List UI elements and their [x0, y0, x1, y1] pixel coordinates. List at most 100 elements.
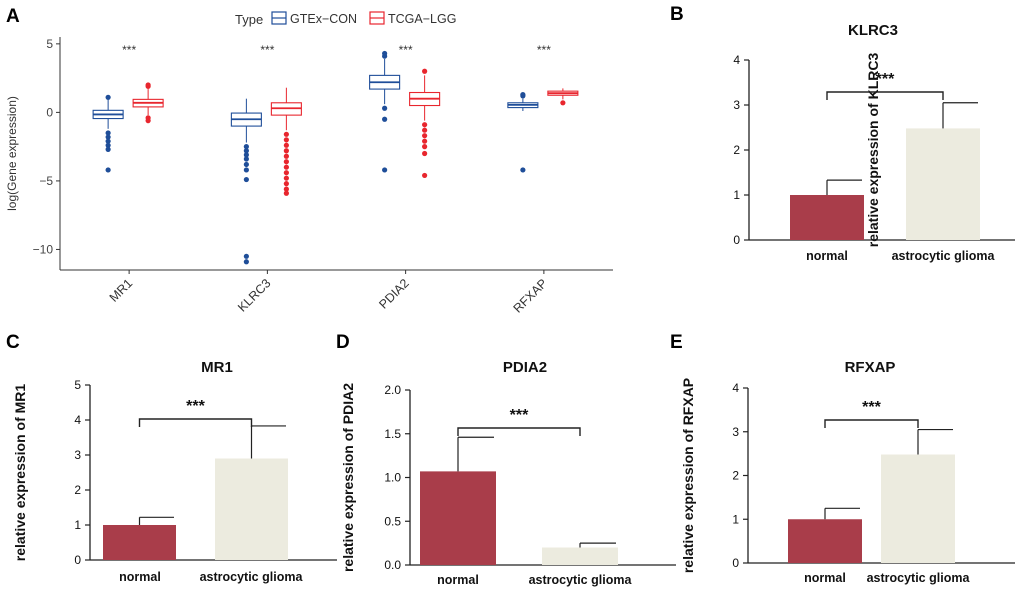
bar — [881, 454, 955, 563]
box-outlier-point — [105, 134, 111, 140]
panel-a-boxplot: 5 0 −5 −10 log(Gene expression) Type GTEx−CON T… — [5, 11, 613, 316]
x-tick-label: normal — [806, 249, 848, 263]
y-tick-label: 4 — [74, 413, 81, 427]
y-tick-label: 4 — [732, 381, 739, 395]
box-outlier-point — [283, 175, 289, 181]
legend-entry: TCGA−LGG — [388, 12, 456, 26]
significance-bracket — [457, 427, 581, 436]
y-tick-label: 0 — [733, 233, 740, 247]
box-outlier-point — [243, 253, 249, 259]
box-outlier-point — [283, 170, 289, 176]
panel-e-barchart: RFXAP relative expression of RFXAP 0 1 2 3 4 no… — [680, 359, 1015, 585]
bar — [788, 519, 862, 563]
box-outlier-point — [243, 152, 249, 158]
box-outlier-point — [243, 161, 249, 168]
x-tick-label: astrocytic glioma — [867, 571, 971, 585]
y-tick-label: 5 — [74, 378, 81, 392]
panel-label-d: D — [336, 332, 350, 353]
significance-stars: *** — [876, 71, 895, 88]
y-tick-label: 0.0 — [384, 558, 401, 572]
box-outlier-point — [283, 186, 289, 192]
significance-bracket — [824, 419, 919, 428]
y-tick-label: −5 — [39, 174, 53, 188]
y-tick-label: 1.0 — [384, 471, 401, 485]
y-tick-label: −10 — [33, 242, 54, 256]
box-outlier-point — [243, 148, 249, 154]
box-outlier-point — [382, 105, 388, 111]
box-outlier-point — [243, 176, 249, 183]
box-outlier-point — [283, 159, 289, 165]
significance-stars: *** — [122, 43, 136, 57]
x-tick-label: astrocytic glioma — [200, 570, 304, 584]
significance-stars: *** — [862, 399, 881, 416]
bar — [103, 525, 176, 560]
panel-label-b: B — [670, 4, 684, 25]
box-outlier-point — [283, 142, 289, 148]
x-tick-label: normal — [804, 571, 846, 585]
y-axis-label: relative expression of KLRC3 — [865, 53, 881, 248]
box-outlier-point — [243, 167, 249, 173]
significance-stars: *** — [260, 43, 274, 57]
y-tick-label: 1 — [74, 518, 81, 532]
chart-title: RFXAP — [845, 359, 896, 376]
box-outlier-point — [422, 68, 428, 74]
y-tick-label: 4 — [733, 53, 740, 67]
box-outlier-point — [382, 116, 388, 122]
bar — [542, 547, 618, 565]
box-outlier-point — [283, 131, 289, 137]
box-outlier-point — [422, 172, 428, 179]
box-outlier-point — [283, 190, 289, 196]
x-tick-label: normal — [437, 573, 479, 587]
box-outlier-point — [243, 259, 249, 265]
y-tick-label: 2 — [732, 469, 739, 483]
x-tick-label: PDIA2 — [376, 276, 411, 311]
y-tick-label: 3 — [733, 98, 740, 112]
significance-stars: *** — [186, 398, 205, 415]
box-outlier-point — [520, 91, 526, 98]
box-outlier-point — [422, 133, 428, 139]
box-outlier-point — [283, 181, 289, 187]
y-axis-label: log(Gene expression) — [5, 96, 19, 211]
box-outlier-point — [422, 138, 428, 144]
x-tick-label: KLRC3 — [235, 276, 273, 314]
y-axis-label: relative expression of PDIA2 — [340, 383, 356, 572]
y-tick-label: 3 — [74, 448, 81, 462]
box-outlier-point — [283, 153, 289, 159]
box-outlier-point — [283, 164, 289, 170]
y-tick-label: 2.0 — [384, 383, 401, 397]
y-tick-label: 2 — [733, 143, 740, 157]
y-axis-label: relative expression of RFXAP — [680, 378, 696, 573]
bar — [215, 458, 288, 560]
panel-b-barchart: KLRC3 relative expression of KLRC3 0 1 2 3 4 no… — [733, 22, 1015, 263]
box-outlier-point — [105, 167, 111, 173]
box-outlier-point — [243, 156, 249, 162]
box-outlier-point — [105, 146, 111, 152]
chart-title: PDIA2 — [503, 359, 547, 376]
y-tick-label: 0.5 — [384, 514, 401, 528]
legend-entry: GTEx−CON — [290, 12, 357, 26]
box-outlier-point — [560, 100, 566, 106]
box-outlier-point — [283, 137, 289, 143]
chart-title: MR1 — [201, 359, 233, 376]
box-outlier-point — [243, 144, 249, 150]
box-outlier-point — [283, 148, 289, 154]
panel-label-e: E — [670, 332, 683, 353]
chart-title: KLRC3 — [848, 22, 898, 39]
x-tick-label: RFXAP — [511, 276, 550, 315]
panel-c-barchart: MR1 relative expression of MR1 0 1 2 3 4 5 norma… — [12, 359, 337, 584]
box-outlier-point — [105, 138, 111, 144]
bar — [906, 128, 980, 240]
y-tick-label: 1.5 — [384, 427, 401, 441]
x-tick-label: MR1 — [107, 276, 136, 305]
x-tick-label: normal — [119, 570, 161, 584]
y-tick-label: 0 — [46, 105, 53, 119]
legend-title: Type — [235, 12, 263, 27]
y-tick-label: 1 — [733, 188, 740, 202]
box-outlier-point — [105, 94, 111, 100]
significance-bracket — [138, 418, 253, 427]
box-outlier-point — [422, 127, 428, 133]
bar — [790, 195, 864, 240]
significance-stars: *** — [510, 407, 529, 424]
box-outlier-point — [105, 142, 111, 148]
significance-bracket — [826, 91, 944, 100]
